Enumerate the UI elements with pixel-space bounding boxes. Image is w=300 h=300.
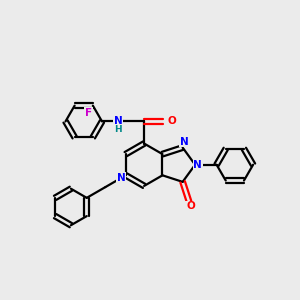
Text: F: F <box>85 108 92 118</box>
Text: N: N <box>114 116 123 126</box>
Text: O: O <box>186 201 195 212</box>
Text: N: N <box>194 160 202 170</box>
Text: H: H <box>114 125 122 134</box>
Text: N: N <box>117 173 125 183</box>
Text: O: O <box>167 116 176 126</box>
Text: N: N <box>180 136 189 147</box>
